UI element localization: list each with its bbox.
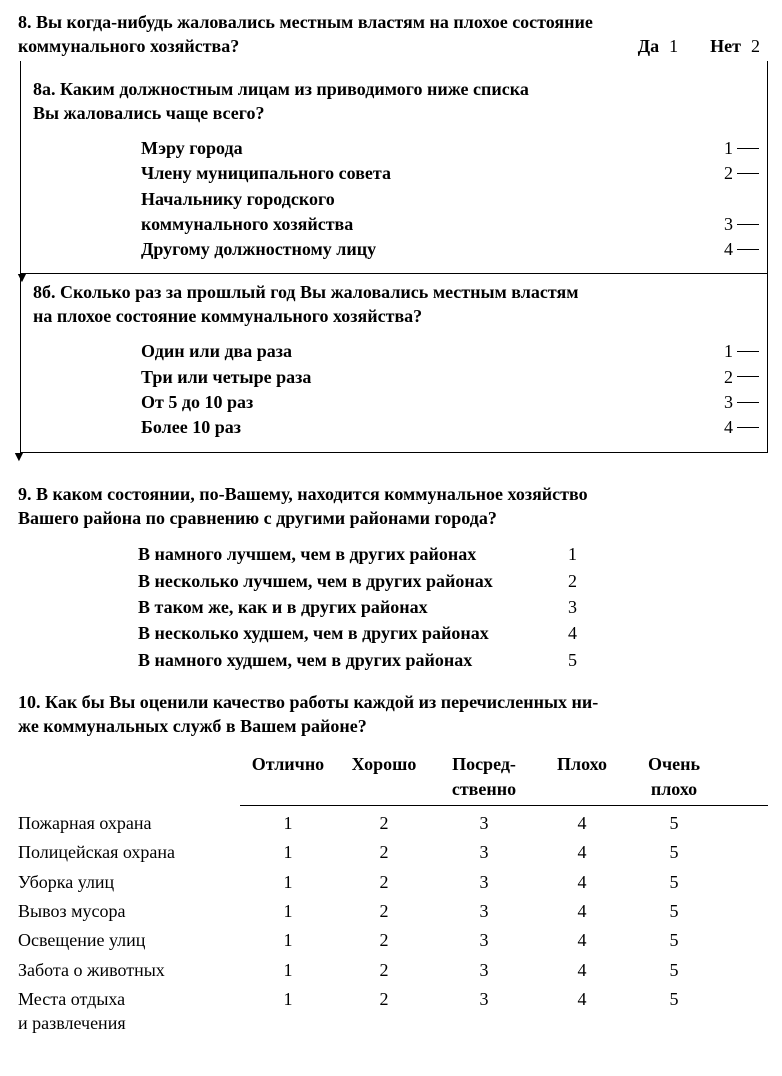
question-8: 8. Вы когда-нибудь жаловались местным вл… [18, 10, 768, 59]
option-row[interactable]: Члену муниципального совета 2 [141, 161, 759, 185]
option-row[interactable]: В несколько лучшем, чем в других районах… [138, 569, 768, 593]
option-row[interactable]: В намного худшем, чем в других районах 5 [138, 648, 768, 672]
option-row[interactable]: коммунального хозяйства 3 [141, 212, 759, 236]
rating-cell[interactable]: 1 [240, 928, 336, 952]
option-row[interactable]: В несколько худшем, чем в других районах… [138, 621, 768, 645]
rating-row: Места отдыхаи развлечения12345 [18, 987, 768, 1036]
q8a-options: Мэру города 1 Члену муниципального совет… [21, 129, 767, 268]
yes-code[interactable]: 1 [669, 34, 678, 58]
q9-options: В намного лучшем, чем в других районах 1… [138, 542, 768, 671]
option-row[interactable]: В таком же, как и в других районах 3 [138, 595, 768, 619]
rating-cell[interactable]: 4 [536, 811, 628, 835]
rating-cell[interactable]: 4 [536, 987, 628, 1011]
service-label: Полицейская охрана [18, 840, 240, 864]
rating-cell[interactable]: 2 [336, 987, 432, 1011]
option-row[interactable]: В намного лучшем, чем в других районах 1 [138, 542, 768, 566]
option-row[interactable]: Один или два раза 1 [141, 339, 759, 363]
rating-cell[interactable]: 4 [536, 928, 628, 952]
rating-cell[interactable]: 1 [240, 899, 336, 923]
service-label: Забота о животных [18, 958, 240, 982]
q8b-options: Один или два раза 1 Три или четыре раза … [21, 332, 767, 446]
rating-cell[interactable]: 3 [432, 840, 536, 864]
q8-line1: 8. Вы когда-нибудь жаловались местным вл… [18, 12, 593, 32]
rating-cell[interactable]: 3 [432, 958, 536, 982]
option-row[interactable]: Другому должностному лицу 4 [141, 237, 759, 261]
rating-cell[interactable]: 5 [628, 987, 720, 1011]
rating-cell[interactable]: 2 [336, 840, 432, 864]
service-label: Вывоз мусора [18, 899, 240, 923]
rating-row: Полицейская охрана12345 [18, 840, 768, 864]
rating-cell[interactable]: 4 [536, 840, 628, 864]
q8-line2: коммунального хозяйства? [18, 36, 239, 56]
no-label: Нет [710, 34, 741, 58]
service-label: Уборка улиц [18, 870, 240, 894]
rating-cell[interactable]: 5 [628, 899, 720, 923]
rating-row: Освещение улиц12345 [18, 928, 768, 952]
skip-connector [20, 61, 768, 71]
rating-cell[interactable]: 5 [628, 958, 720, 982]
rating-header: Отлично Хорошо Посред- ственно Плохо Оче… [18, 752, 768, 801]
rating-cell[interactable]: 2 [336, 958, 432, 982]
no-code[interactable]: 2 [751, 34, 760, 58]
rating-cell[interactable]: 3 [432, 811, 536, 835]
rating-row: Пожарная охрана12345 [18, 811, 768, 835]
skip-divider: ▼ [21, 273, 767, 274]
rating-row: Вывоз мусора12345 [18, 899, 768, 923]
rating-cell[interactable]: 1 [240, 870, 336, 894]
rating-cell[interactable]: 5 [628, 870, 720, 894]
option-row[interactable]: От 5 до 10 раз 3 [141, 390, 759, 414]
option-row[interactable]: Более 10 раз 4 [141, 415, 759, 439]
arrow-down-icon: ▼ [15, 272, 29, 286]
rating-cell[interactable]: 2 [336, 811, 432, 835]
rating-cell[interactable]: 5 [628, 840, 720, 864]
rating-cell[interactable]: 5 [628, 811, 720, 835]
rating-table: Отлично Хорошо Посред- ственно Плохо Оче… [18, 752, 768, 1035]
rating-cell[interactable]: 3 [432, 899, 536, 923]
question-8a-title: 8а. Каким должностным лицам из приводимо… [21, 71, 767, 130]
rating-cell[interactable]: 2 [336, 870, 432, 894]
rating-cell[interactable]: 5 [628, 928, 720, 952]
service-label: Места отдыхаи развлечения [18, 987, 240, 1036]
rating-cell[interactable]: 1 [240, 987, 336, 1011]
rating-cell[interactable]: 4 [536, 870, 628, 894]
rating-cell[interactable]: 3 [432, 987, 536, 1011]
question-9: 9. В каком состоянии, по-Вашему, находит… [18, 482, 768, 531]
service-label: Освещение улиц [18, 928, 240, 952]
rating-cell[interactable]: 4 [536, 958, 628, 982]
rating-cell[interactable]: 3 [432, 928, 536, 952]
rating-cell[interactable]: 1 [240, 811, 336, 835]
option-row[interactable]: Три или четыре раза 2 [141, 365, 759, 389]
rating-cell[interactable]: 2 [336, 928, 432, 952]
q8-yes-no: Да 1 Нет 2 [638, 34, 768, 58]
rating-row: Забота о животных12345 [18, 958, 768, 982]
service-label: Пожарная охрана [18, 811, 240, 835]
skip-box: 8а. Каким должностным лицам из приводимо… [20, 71, 768, 454]
rating-row: Уборка улиц12345 [18, 870, 768, 894]
option-row: Начальнику городского [141, 187, 759, 211]
rating-cell[interactable]: 4 [536, 899, 628, 923]
rating-cell[interactable]: 1 [240, 958, 336, 982]
table-rule [240, 805, 768, 806]
question-8b-title: 8б. Сколько раз за прошлый год Вы жалова… [21, 274, 767, 333]
yes-label: Да [638, 34, 659, 58]
rating-cell[interactable]: 1 [240, 840, 336, 864]
option-row[interactable]: Мэру города 1 [141, 136, 759, 160]
rating-cell[interactable]: 3 [432, 870, 536, 894]
rating-cell[interactable]: 2 [336, 899, 432, 923]
question-10: 10. Как бы Вы оценили качество работы ка… [18, 690, 768, 739]
